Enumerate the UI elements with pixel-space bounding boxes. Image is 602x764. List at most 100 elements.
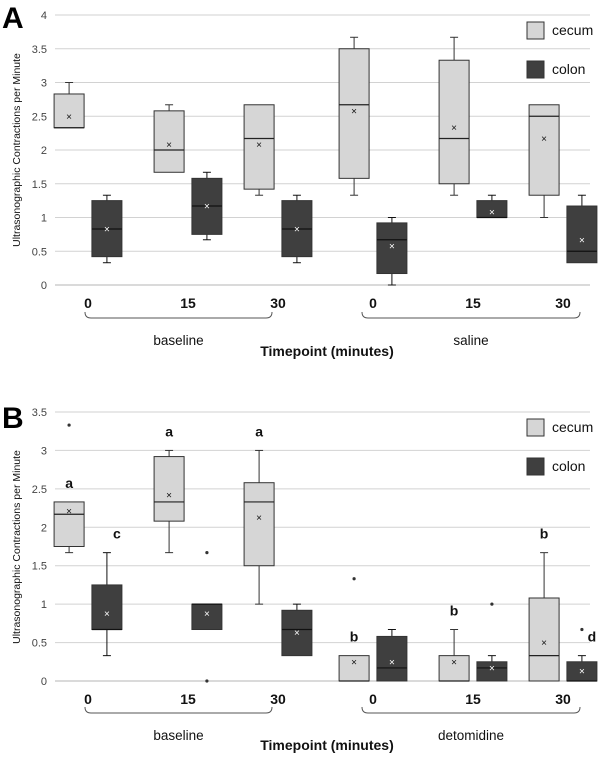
x-tick-label: 0 — [369, 691, 377, 707]
box-body — [376, 635, 408, 682]
box-body — [476, 661, 508, 682]
significance-letter: a — [255, 423, 263, 439]
group-bracket — [361, 311, 581, 319]
box-body — [528, 104, 560, 196]
y-tick-label: 0.5 — [32, 638, 47, 650]
mean-marker: × — [166, 491, 172, 502]
mean-marker: × — [451, 123, 457, 134]
x-tick-label: 15 — [465, 295, 481, 311]
box-body — [243, 482, 275, 567]
legend-label: cecum — [552, 22, 593, 38]
mean-marker: × — [489, 663, 495, 674]
y-tick-label: 0 — [41, 676, 47, 688]
x-tick-label: 15 — [465, 691, 481, 707]
group-label: baseline — [153, 333, 203, 348]
legend-swatch-cecum — [526, 418, 545, 437]
box-body — [281, 609, 313, 657]
outlier-point — [205, 679, 209, 683]
mean-marker: × — [541, 134, 547, 145]
panel-label: A — [2, 2, 24, 35]
box-body — [53, 501, 85, 547]
outlier-point — [352, 577, 356, 581]
y-tick-label: 1.5 — [32, 561, 47, 573]
box-colon-0: × — [91, 194, 123, 264]
mean-marker: × — [166, 140, 172, 151]
y-tick-label: 1 — [41, 213, 47, 225]
mean-marker: × — [579, 667, 585, 678]
mean-marker: × — [294, 224, 300, 235]
mean-marker: × — [66, 507, 72, 518]
mean-marker: × — [104, 224, 110, 235]
mean-marker: × — [104, 609, 110, 620]
outlier-point — [490, 602, 494, 606]
x-tick-label: 15 — [180, 295, 196, 311]
box-cecum-1: × — [153, 104, 185, 173]
group-bracket — [361, 706, 581, 714]
box-cecum-4: ×b — [438, 603, 470, 682]
x-tick-label: 30 — [555, 295, 571, 311]
x-tick-label: 0 — [84, 691, 92, 707]
x-tick-label: 30 — [270, 691, 286, 707]
box-colon-4: × — [476, 602, 508, 682]
legend-label: colon — [552, 458, 585, 474]
panel-b: 0 0.5 1 1.5 2 2.5 3 3.5 B Ultrasonographic Contra… — [2, 402, 598, 753]
y-tick-label: 2.5 — [32, 111, 47, 123]
y-tick-label: 0.5 — [32, 246, 47, 258]
y-tick-label: 4 — [41, 10, 47, 22]
mean-marker: × — [256, 513, 262, 524]
box-colon-5: × — [566, 194, 598, 264]
significance-letter: d — [588, 629, 597, 645]
group-label: detomidine — [438, 728, 504, 743]
box-cecum-5: × — [528, 104, 560, 218]
legend-swatch-colon — [526, 457, 545, 476]
box-colon-4: × — [476, 194, 508, 219]
y-tick-label: 1 — [41, 599, 47, 611]
group-bracket — [84, 311, 273, 319]
box-cecum-2: ×a — [243, 423, 275, 605]
mean-marker: × — [389, 657, 395, 668]
legend-swatch-colon — [526, 60, 545, 79]
x-tick-label: 15 — [180, 691, 196, 707]
legend-label: colon — [552, 61, 585, 77]
box-body — [528, 597, 560, 682]
mean-marker: × — [204, 609, 210, 620]
box-body — [243, 104, 275, 190]
significance-letter: b — [350, 629, 359, 645]
box-colon-1: × — [191, 551, 223, 683]
y-tick-label: 2.5 — [32, 484, 47, 496]
mean-marker: × — [294, 628, 300, 639]
box-colon-3: × — [376, 217, 408, 286]
mean-marker: × — [204, 202, 210, 213]
mean-marker: × — [451, 657, 457, 668]
legend-swatch-cecum — [526, 21, 545, 40]
box-cecum-0: × — [53, 82, 85, 129]
mean-marker: × — [579, 235, 585, 246]
y-tick-label: 2 — [41, 145, 47, 157]
box-colon-0: ×c — [91, 526, 123, 657]
x-tick-label: 30 — [555, 691, 571, 707]
box-body — [153, 456, 185, 522]
mean-marker: × — [351, 657, 357, 668]
box-cecum-0: ×a — [53, 423, 85, 554]
group-label: baseline — [153, 728, 203, 743]
x-tick-label: 0 — [84, 295, 92, 311]
significance-letter: b — [450, 603, 459, 619]
group-label: saline — [453, 333, 488, 348]
outlier-point — [205, 551, 209, 555]
box-cecum-1: ×a — [153, 423, 185, 554]
significance-letter: c — [113, 526, 121, 542]
y-tick-label: 1.5 — [32, 179, 47, 191]
box-cecum-3: ×b — [338, 577, 370, 682]
box-body — [91, 584, 123, 631]
panel-a: 0 0.5 1 1.5 2 2.5 3 3.5 4 A Ultrasonographic Contr… — [2, 2, 598, 359]
y-tick-label: 3.5 — [32, 44, 47, 56]
x-axis-label: Timepoint (minutes) — [260, 737, 394, 753]
x-axis-label: Timepoint (minutes) — [260, 343, 394, 359]
box-body — [338, 655, 370, 682]
y-axis-label: Ultrasonographic Contractions per Minute — [11, 53, 23, 247]
box-colon-2: × — [281, 603, 313, 657]
box-cecum-3: × — [338, 36, 370, 196]
box-body — [566, 205, 598, 264]
